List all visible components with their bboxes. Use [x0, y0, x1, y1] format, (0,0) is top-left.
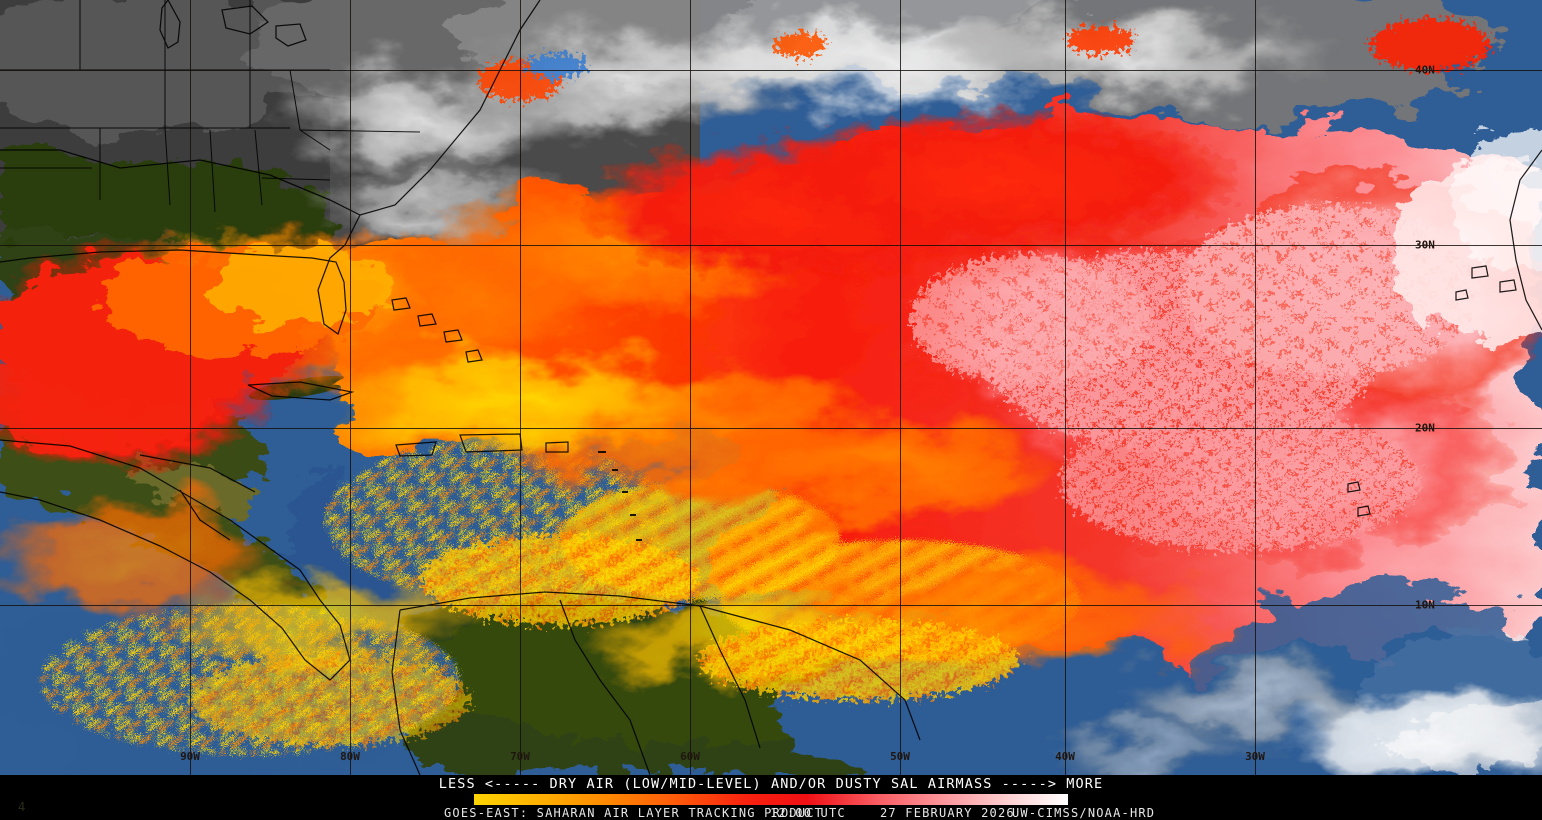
legend-panel: LESS <----- DRY AIR (LOW/MID-LEVEL) AND/…	[0, 775, 1542, 820]
corner-mark: 4	[18, 800, 26, 814]
product-title: GOES-EAST: SAHARAN AIR LAYER TRACKING PR…	[444, 806, 824, 820]
satellite-map[interactable]: 40N 30N 20N 10N 90W 80W 70W 60W 50W 40W …	[0, 0, 1542, 775]
satellite-imagery	[0, 0, 1542, 775]
colorbar-caption: LESS <----- DRY AIR (LOW/MID-LEVEL) AND/…	[438, 776, 1104, 792]
credit-label: UW-CIMSS/NOAA-HRD	[1012, 806, 1156, 820]
observation-time: 12:00 UTC	[770, 806, 846, 820]
dry-air-colorbar	[474, 794, 1068, 805]
footer-bar: GOES-EAST: SAHARAN AIR LAYER TRACKING PR…	[0, 806, 1542, 820]
observation-date: 27 FEBRUARY 2026	[880, 806, 1015, 820]
